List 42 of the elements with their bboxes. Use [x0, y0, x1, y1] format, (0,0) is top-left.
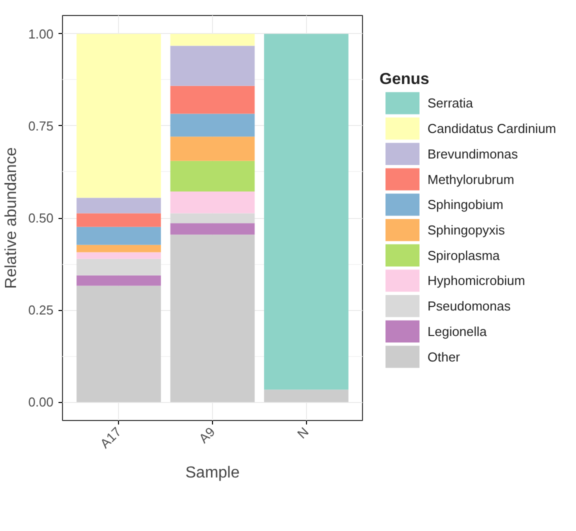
legend-label: Methylorubrum [428, 172, 514, 187]
x-tick-label: N [294, 424, 312, 442]
y-tick-label: 0.25 [28, 302, 54, 318]
bar [76, 198, 161, 214]
bar [170, 234, 255, 402]
legend-label: Spiroplasma [428, 248, 501, 263]
y-axis-title: Relative abundance [3, 147, 20, 289]
legend-label: Hyphomicrobium [428, 273, 526, 288]
bar [170, 46, 255, 86]
bar [170, 34, 255, 46]
y-tick-label: 0.50 [28, 210, 54, 226]
bar [76, 244, 161, 252]
legend-title: Genus [380, 70, 430, 88]
legend-label: Brevundimonas [428, 146, 518, 162]
bar [170, 223, 255, 235]
legend-label: Sphingopyxis [428, 222, 506, 238]
bar [76, 34, 161, 198]
bar [170, 160, 255, 192]
bar [76, 258, 161, 276]
bar [170, 114, 255, 137]
legend-label: Sphingobium [428, 197, 504, 212]
legend-label: Pseudomonas [428, 298, 512, 314]
legend-label: Candidatus Cardinium [428, 121, 556, 136]
bar [264, 34, 348, 390]
bar [76, 286, 161, 402]
bar [76, 226, 161, 245]
legend-label: Other [428, 349, 461, 364]
bar [76, 252, 161, 259]
legend-label: Serratia [428, 96, 474, 111]
bar [76, 275, 161, 286]
bar [170, 136, 255, 161]
bar [170, 213, 255, 224]
y-tick-label: 0.75 [28, 118, 54, 134]
legend-label: Legionella [428, 324, 488, 339]
bar [170, 86, 255, 114]
bar [76, 213, 161, 227]
bar [264, 390, 348, 402]
y-tick-label: 0.00 [28, 394, 54, 410]
bar [170, 191, 255, 214]
x-tick-label: A9 [196, 424, 218, 446]
x-axis-title: Sample [185, 464, 240, 482]
y-tick-label: 1.00 [28, 26, 54, 42]
